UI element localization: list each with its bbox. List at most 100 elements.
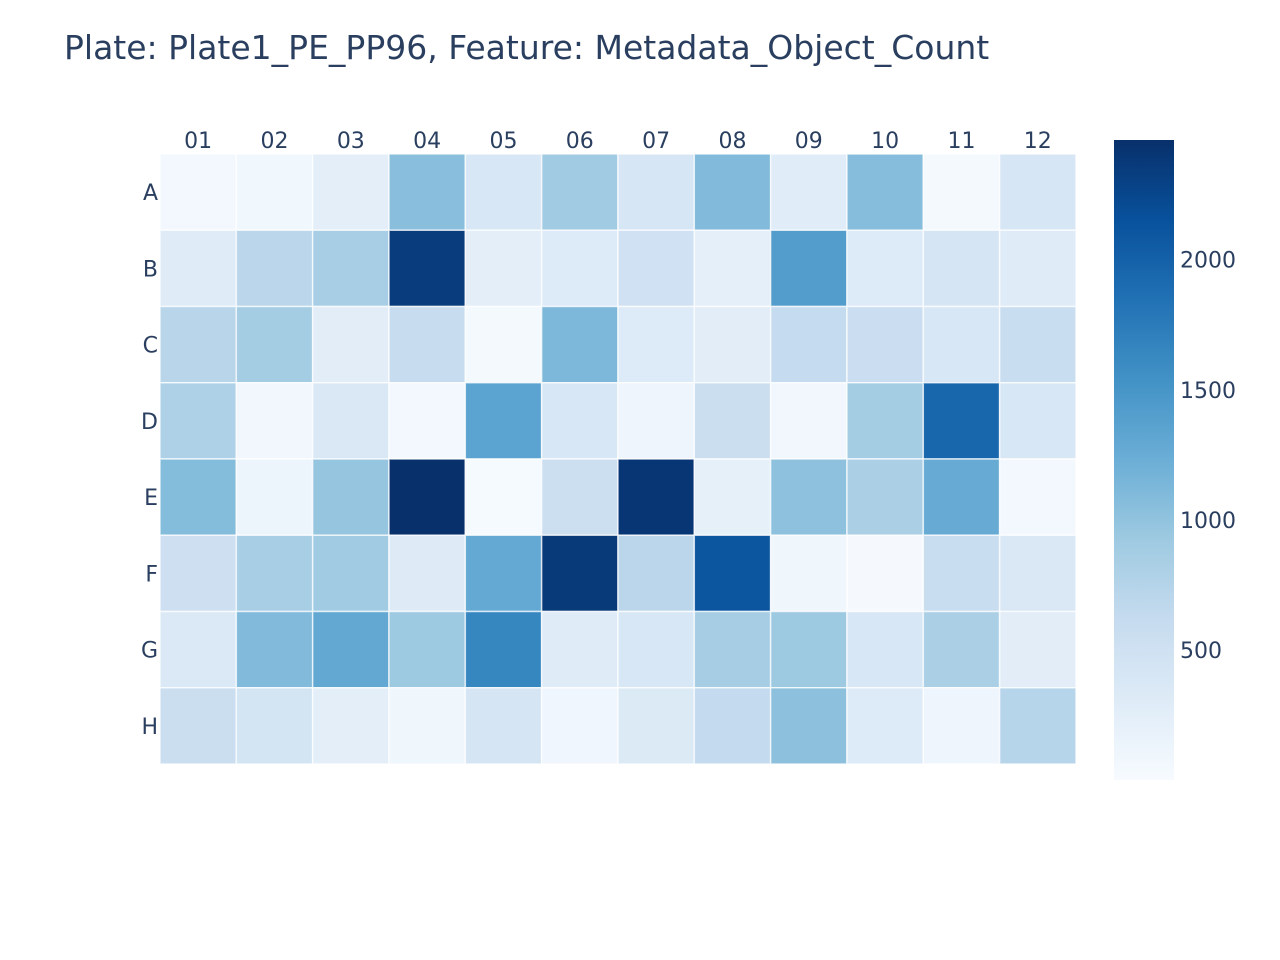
x-tick-label: 04	[413, 129, 441, 154]
y-tick-label: G	[141, 639, 158, 664]
heatmap-cell-A12	[998, 153, 1077, 231]
heatmap-cell-B11	[922, 229, 1001, 308]
heatmap-cells	[159, 153, 1077, 765]
heatmap-cell-D04	[388, 382, 467, 460]
x-tick-label: 08	[718, 129, 746, 154]
heatmap-cell-C11	[922, 305, 1001, 384]
heatmap-cell-B01	[159, 229, 238, 308]
heatmap-cell-C05	[464, 305, 543, 384]
heatmap-cell-C08	[693, 305, 772, 384]
heatmap-cell-H04	[388, 687, 467, 765]
y-tick-label: H	[141, 715, 158, 740]
heatmap-cell-E08	[693, 458, 772, 536]
heatmap-cell-D01	[159, 382, 238, 460]
heatmap-cell-G09	[769, 610, 848, 689]
y-tick-label: B	[143, 257, 158, 282]
x-tick-label: 01	[184, 129, 212, 154]
heatmap-cell-H07	[617, 687, 696, 765]
y-axis-ticks: A B C D E F G H	[141, 181, 158, 740]
heatmap-cell-D07	[617, 382, 696, 460]
heatmap-cell-G05	[464, 610, 543, 689]
heatmap-cell-F10	[846, 534, 925, 613]
heatmap-cell-A08	[693, 153, 772, 231]
y-tick-label: E	[144, 486, 158, 511]
heatmap-cell-H08	[693, 687, 772, 765]
heatmap-cell-E05	[464, 458, 543, 536]
heatmap-cell-F12	[998, 534, 1077, 613]
heatmap-cell-F04	[388, 534, 467, 613]
heatmap-cell-E04	[388, 458, 467, 536]
heatmap-cell-H02	[235, 687, 314, 765]
heatmap-cell-G11	[922, 610, 1001, 689]
chart-title: Plate: Plate1_PE_PP96, Feature: Metadata…	[64, 28, 990, 67]
heatmap-cell-H09	[769, 687, 848, 765]
x-tick-label: 10	[871, 129, 899, 154]
heatmap-cell-A10	[846, 153, 925, 231]
heatmap-cell-A06	[540, 153, 619, 231]
heatmap-cell-B03	[311, 229, 390, 308]
heatmap-cell-D05	[464, 382, 543, 460]
heatmap-cell-B12	[998, 229, 1077, 308]
heatmap-cell-C04	[388, 305, 467, 384]
heatmap-cell-A04	[388, 153, 467, 231]
x-tick-label: 09	[795, 129, 823, 154]
heatmap-cell-H05	[464, 687, 543, 765]
x-tick-label: 05	[489, 129, 517, 154]
x-tick-label: 12	[1024, 129, 1052, 154]
heatmap-cell-H11	[922, 687, 1001, 765]
heatmap-cell-C10	[846, 305, 925, 384]
heatmap-cell-B08	[693, 229, 772, 308]
heatmap-cell-E01	[159, 458, 238, 536]
colorbar-tick-label: 500	[1180, 639, 1222, 664]
x-tick-label: 02	[261, 129, 289, 154]
heatmap-cell-E06	[540, 458, 619, 536]
heatmap-cell-C07	[617, 305, 696, 384]
x-tick-label: 06	[566, 129, 594, 154]
heatmap-cell-E03	[311, 458, 390, 536]
heatmap-cell-A05	[464, 153, 543, 231]
heatmap-cell-G12	[998, 610, 1077, 689]
heatmap-cell-F01	[159, 534, 238, 613]
heatmap-cell-G01	[159, 610, 238, 689]
heatmap-cell-B07	[617, 229, 696, 308]
heatmap-cell-B04	[388, 229, 467, 308]
heatmap-cell-A11	[922, 153, 1001, 231]
heatmap-cell-C02	[235, 305, 314, 384]
heatmap-cell-H06	[540, 687, 619, 765]
heatmap-cell-E07	[617, 458, 696, 536]
heatmap-cell-A09	[769, 153, 848, 231]
heatmap-cell-B05	[464, 229, 543, 308]
heatmap-cell-F03	[311, 534, 390, 613]
x-tick-label: 07	[642, 129, 670, 154]
heatmap-cell-G03	[311, 610, 390, 689]
y-tick-label: C	[143, 334, 158, 359]
heatmap-cell-G06	[540, 610, 619, 689]
heatmap-cell-B09	[769, 229, 848, 308]
x-axis-ticks: 01 02 03 04 05 06 07 08 09 10 11 12	[184, 129, 1052, 154]
heatmap-cell-H10	[846, 687, 925, 765]
heatmap-cell-F11	[922, 534, 1001, 613]
heatmap-cell-F07	[617, 534, 696, 613]
heatmap-cell-H01	[159, 687, 238, 765]
heatmap-cell-G02	[235, 610, 314, 689]
heatmap-cell-F02	[235, 534, 314, 613]
x-tick-label: 11	[947, 129, 975, 154]
heatmap-cell-E12	[998, 458, 1077, 536]
heatmap-cell-G10	[846, 610, 925, 689]
heatmap-cell-D11	[922, 382, 1001, 460]
x-tick-label: 03	[337, 129, 365, 154]
heatmap-cell-B06	[540, 229, 619, 308]
heatmap-cell-A01	[159, 153, 238, 231]
heatmap-cell-G08	[693, 610, 772, 689]
heatmap-cell-D03	[311, 382, 390, 460]
heatmap-cell-F06	[540, 534, 619, 613]
colorbar-ticks: 500 1000 1500 2000	[1180, 249, 1236, 664]
heatmap-cell-D10	[846, 382, 925, 460]
y-tick-label: F	[145, 562, 158, 587]
heatmap-cell-G07	[617, 610, 696, 689]
heatmap-cell-F05	[464, 534, 543, 613]
heatmap-cell-D09	[769, 382, 848, 460]
colorbar-tick-label: 2000	[1180, 249, 1236, 274]
heatmap-cell-H03	[311, 687, 390, 765]
